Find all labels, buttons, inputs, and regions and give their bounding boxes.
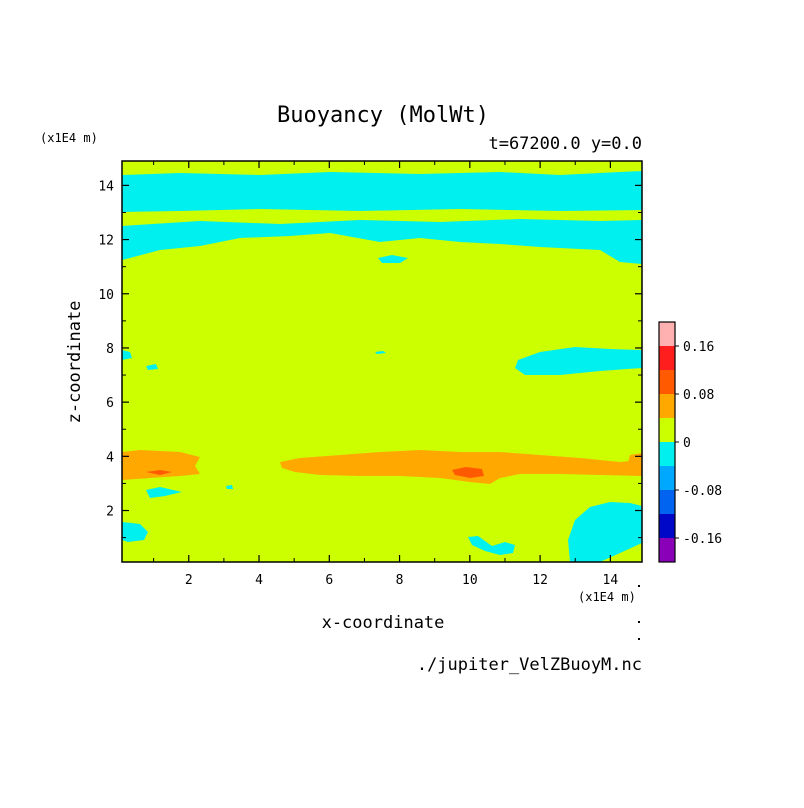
y-tick-label: 14 — [98, 179, 114, 194]
colorbar: -0.16 -0.08 0 0.08 0.16 — [658, 321, 722, 563]
colorbar-swatch — [659, 490, 675, 514]
x-tick-label: 6 — [325, 573, 333, 588]
negative-blob-tiny — [375, 351, 386, 354]
chart-title: Buoyancy (MolWt) — [277, 103, 489, 128]
y-axis-unit: (x1E4 m) — [40, 131, 98, 145]
chart-subtitle: t=67200.0 y=0.0 — [488, 134, 642, 154]
y-tick-label: 2 — [106, 505, 114, 520]
negative-region-top-band — [122, 171, 642, 212]
negative-blob-lower-small — [226, 485, 233, 489]
colorbar-tick-label: -0.16 — [683, 532, 722, 547]
x-tick-label: 12 — [532, 573, 548, 588]
negative-blob-bottom-middle — [468, 536, 515, 555]
colorbar-swatch — [659, 370, 675, 394]
positive-peak-left — [146, 470, 172, 475]
negative-blob-left-middle-2 — [146, 364, 158, 370]
x-tick-label: 14 — [603, 573, 619, 588]
y-axis-label: z-coordinate — [65, 301, 85, 424]
x-tick-label: 4 — [255, 573, 263, 588]
colorbar-swatch — [659, 466, 675, 490]
y-axis-ticks: 2 4 6 8 10 12 14 — [98, 179, 642, 539]
x-tick-label: 10 — [462, 573, 478, 588]
positive-region-left — [122, 450, 200, 480]
source-file-label: ./jupiter_VelZBuoyM.nc — [417, 655, 642, 675]
contour-field — [122, 161, 642, 562]
colorbar-swatch — [659, 346, 675, 370]
colorbar-swatch — [659, 538, 675, 562]
colorbar-tick-label: -0.08 — [683, 484, 722, 499]
negative-blob-left-middle-1 — [122, 350, 132, 360]
colorbar-tick-label: 0.08 — [683, 388, 714, 403]
colorbar-swatch — [659, 442, 675, 466]
negative-region-bottom-right — [568, 502, 642, 562]
y-tick-label: 8 — [106, 342, 114, 357]
y-tick-label: 4 — [106, 450, 114, 465]
x-tick-label: 8 — [396, 573, 404, 588]
positive-peak-right — [452, 467, 484, 478]
colorbar-swatch — [659, 322, 675, 346]
colorbar-swatch — [659, 394, 675, 418]
negative-region-second-band — [122, 219, 642, 264]
y-tick-label: 6 — [106, 396, 114, 411]
negative-region-right-middle — [515, 347, 642, 375]
x-axis-unit: (x1E4 m) — [578, 590, 636, 604]
x-unit-marks — [638, 585, 640, 640]
colorbar-swatch — [659, 418, 675, 442]
plot-frame — [121, 160, 643, 563]
colorbar-tick-label: 0 — [683, 436, 691, 451]
negative-blob-lower-left — [146, 487, 182, 498]
x-tick-label: 2 — [185, 573, 193, 588]
negative-blob-small-1 — [378, 255, 408, 263]
positive-region-main — [280, 450, 642, 484]
y-tick-label: 10 — [98, 288, 114, 303]
y-tick-label: 12 — [98, 234, 114, 249]
negative-region-left-bottom — [122, 522, 148, 542]
colorbar-tick-label: 0.16 — [683, 340, 714, 355]
x-axis-ticks: 2 4 6 8 10 12 14 — [153, 161, 619, 588]
colorbar-swatch — [659, 514, 675, 538]
x-axis-label: x-coordinate — [322, 613, 445, 633]
